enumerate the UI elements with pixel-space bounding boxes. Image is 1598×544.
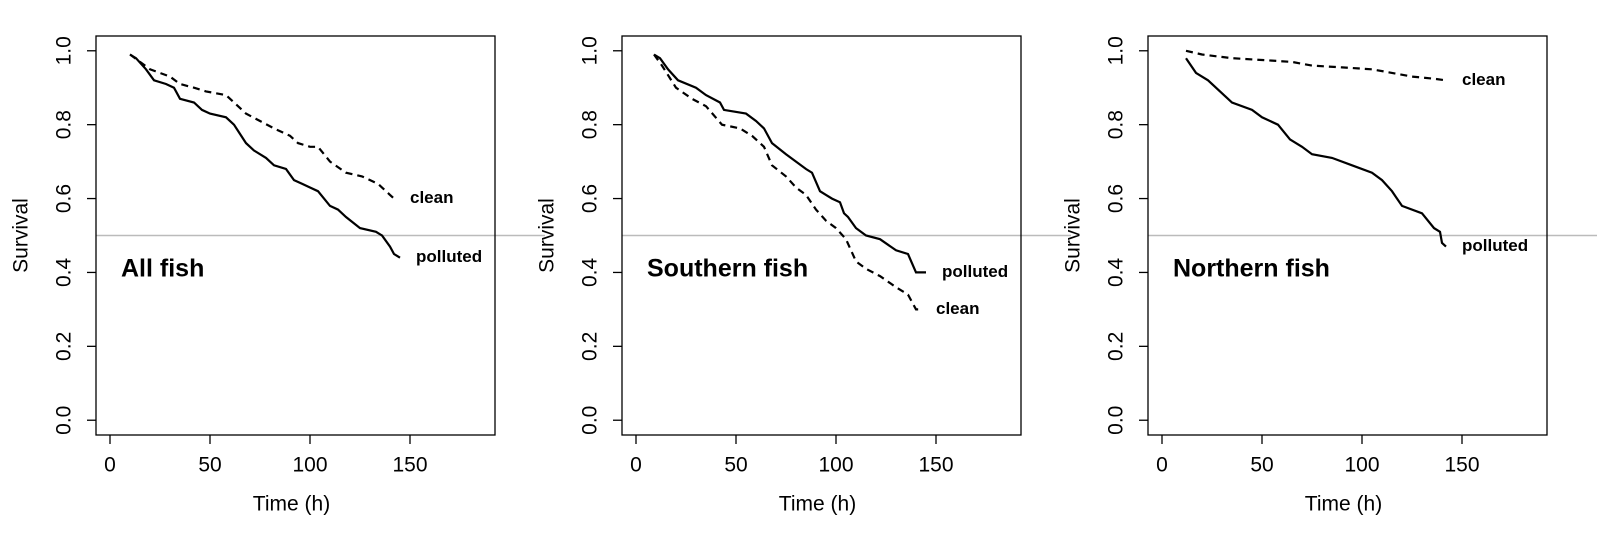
x-tick-label: 0 — [1156, 454, 1168, 477]
y-axis-label: Survival — [536, 198, 559, 273]
y-tick-label: 0.6 — [1105, 184, 1128, 213]
y-tick-label: 0.0 — [1105, 406, 1128, 435]
series-label: polluted — [942, 262, 1008, 281]
y-tick-label: 0.4 — [579, 258, 602, 288]
y-tick-label: 0.6 — [579, 184, 602, 213]
panel: 0 50 100 150 0.0 0.2 0.4 0.6 0.8 1.0 Time (h) Survi… — [536, 35, 1071, 516]
x-tick-label: 100 — [818, 454, 853, 477]
y-tick-label: 0.4 — [53, 258, 76, 288]
series-label: polluted — [1462, 236, 1528, 255]
survival-line — [1185, 57, 1447, 248]
x-axis-label: Time (h) — [253, 493, 330, 516]
panel-title: Northern fish — [1173, 255, 1330, 283]
x-tick-label: 50 — [724, 454, 747, 477]
y-tick-label: 0.6 — [53, 184, 76, 213]
x-tick-label: 0 — [630, 454, 642, 477]
x-tick-label: 50 — [198, 454, 221, 477]
x-tick-label: 50 — [1250, 454, 1273, 477]
survival-line — [129, 53, 401, 259]
y-axis-label: Survival — [10, 198, 33, 273]
x-tick-label: 100 — [1344, 454, 1379, 477]
y-tick-label: 1.0 — [53, 36, 76, 65]
y-tick-label: 0.0 — [53, 406, 76, 435]
y-tick-label: 0.8 — [1105, 110, 1128, 139]
y-tick-label: 0.8 — [579, 110, 602, 139]
x-tick-label: 100 — [292, 454, 327, 477]
survival-line — [653, 53, 926, 274]
y-tick-label: 0.0 — [579, 406, 602, 435]
panel-title: Southern fish — [647, 255, 808, 283]
y-tick-label: 0.2 — [53, 332, 76, 361]
y-tick-label: 1.0 — [1105, 36, 1128, 65]
y-tick-label: 0.8 — [53, 110, 76, 139]
x-tick-label: 0 — [104, 454, 116, 477]
y-tick-label: 0.2 — [579, 332, 602, 361]
x-axis-label: Time (h) — [779, 493, 856, 516]
panel-title: All fish — [121, 255, 204, 283]
x-axis-label: Time (h) — [1305, 493, 1382, 516]
y-tick-label: 0.2 — [1105, 332, 1128, 361]
y-tick-label: 1.0 — [579, 36, 602, 65]
plot-frame — [95, 35, 496, 436]
series-label: clean — [936, 299, 979, 318]
panel: 0 50 100 150 0.0 0.2 0.4 0.6 0.8 1.0 Time (h) Survi… — [1062, 35, 1597, 516]
x-tick-label: 150 — [1444, 454, 1479, 477]
plot-frame — [1147, 35, 1548, 436]
x-tick-label: 150 — [918, 454, 953, 477]
survival-line — [129, 53, 395, 200]
series-label: polluted — [416, 247, 482, 266]
y-axis-label: Survival — [1062, 198, 1085, 273]
x-tick-label: 150 — [392, 454, 427, 477]
y-tick-label: 0.4 — [1105, 258, 1128, 288]
plot-frame — [621, 35, 1022, 436]
survival-line — [1185, 49, 1447, 82]
series-label: clean — [1462, 70, 1505, 89]
series-label: clean — [410, 188, 453, 207]
panel: 0 50 100 150 0.0 0.2 0.4 0.6 0.8 1.0 Time (h) Survi… — [10, 35, 545, 516]
survival-line — [653, 53, 920, 311]
